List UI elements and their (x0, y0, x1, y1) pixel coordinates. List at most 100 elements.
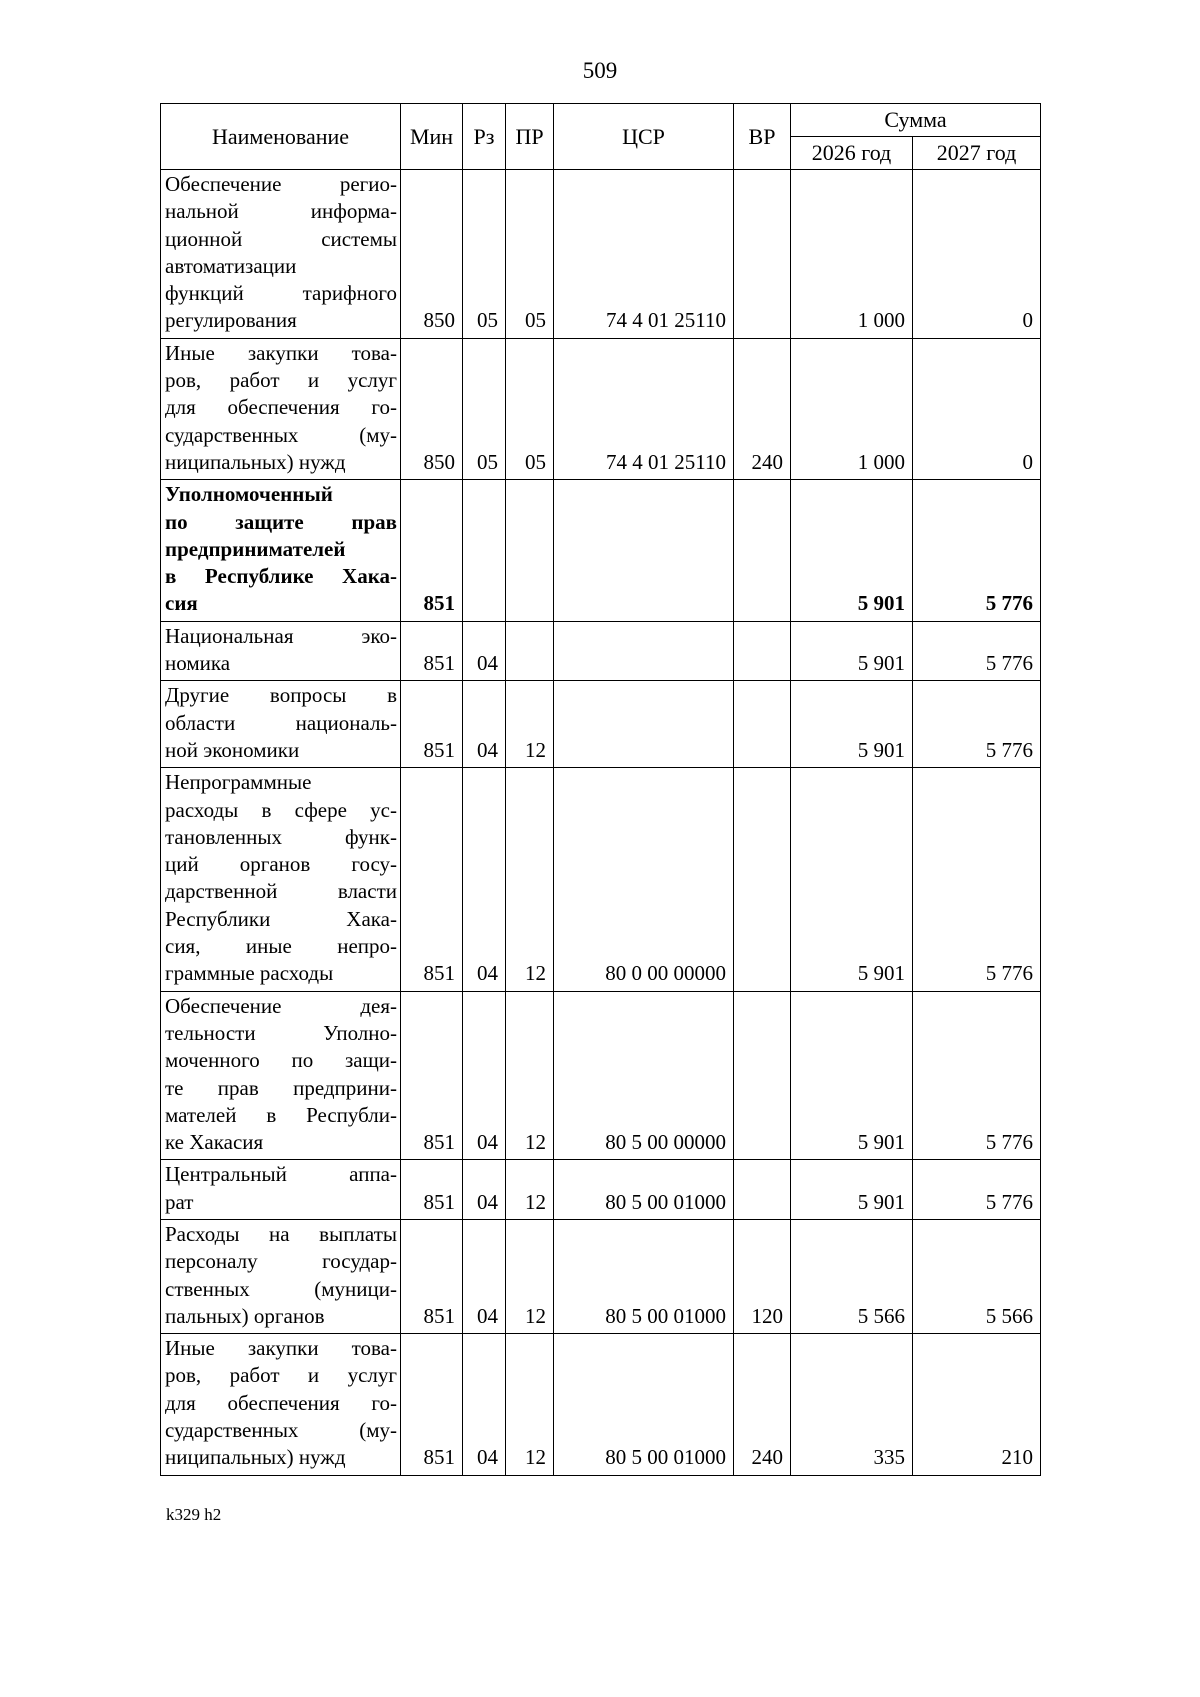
row-rz: 04 (462, 1159, 506, 1220)
header-2027: 2027 год (911, 136, 1042, 170)
row-pr: 12 (505, 1218, 554, 1335)
row-2026: 1 000 (790, 169, 913, 339)
row-min: 851 (400, 767, 463, 992)
row-2027: 5 776 (911, 1159, 1042, 1220)
header-sum: Сумма (789, 103, 1042, 137)
row-rz: 05 (462, 337, 506, 481)
table-row: Обеспечение дея-тельности Уполно-моченно… (160, 990, 1042, 1161)
row-name: Иные закупки това-ров, работ и услуг для … (160, 337, 401, 481)
header-pr: ПР (505, 103, 554, 170)
row-min: 850 (400, 169, 463, 339)
page-number: 509 (582, 58, 618, 83)
row-vr (733, 767, 791, 992)
header-csr: ЦСР (553, 103, 734, 170)
row-2026: 5 901 (790, 479, 913, 622)
row-csr: 80 5 00 01000 (553, 1159, 734, 1220)
row-rz (462, 479, 506, 622)
row-csr (553, 680, 734, 769)
row-pr: 12 (505, 680, 554, 769)
table-header: Наименование Мин Рз ПР ЦСР ВР Сумма 2026… (160, 103, 1042, 170)
row-2027: 5 776 (911, 990, 1042, 1161)
row-csr: 80 0 00 00000 (553, 767, 734, 992)
row-2027: 5 566 (911, 1218, 1042, 1335)
table-row: Другие вопросы в области националь-ной эк… (160, 680, 1042, 769)
row-pr: 05 (505, 169, 554, 339)
row-2026: 5 566 (790, 1218, 913, 1335)
row-name: Обеспечение дея-тельности Уполно-моченно… (160, 990, 401, 1161)
row-min: 851 (400, 1333, 463, 1476)
row-name: Обеспечение регио-нальной информа-ционно… (160, 169, 401, 339)
row-min: 851 (400, 620, 463, 682)
row-rz: 04 (462, 1218, 506, 1335)
row-csr: 80 5 00 01000 (553, 1333, 734, 1476)
table-row: Центральный аппа-рат 851 04 12 80 5 00 0… (160, 1159, 1042, 1220)
row-name: Уполномоченный по защите прав предпринимат… (160, 479, 401, 622)
row-rz: 04 (462, 767, 506, 992)
row-csr (553, 620, 734, 682)
row-2026: 5 901 (790, 620, 913, 682)
row-2027: 0 (911, 169, 1042, 339)
header-min: Мин (400, 103, 463, 170)
row-vr (733, 990, 791, 1161)
row-vr: 240 (733, 1333, 791, 1476)
header-row-1: Наименование Мин Рз ПР ЦСР ВР Сумма (160, 103, 1042, 170)
row-2026: 5 901 (790, 990, 913, 1161)
row-name: Национальная эко-номика (160, 620, 401, 682)
row-pr (505, 620, 554, 682)
row-rz: 05 (462, 169, 506, 339)
footer-code: k329 h2 (166, 1505, 222, 1524)
row-2026: 1 000 (790, 337, 913, 481)
row-pr (505, 479, 554, 622)
row-min: 851 (400, 1218, 463, 1335)
row-pr: 12 (505, 1159, 554, 1220)
row-min: 851 (400, 680, 463, 769)
row-vr (733, 680, 791, 769)
row-vr (733, 1159, 791, 1220)
row-vr: 240 (733, 337, 791, 481)
row-pr: 12 (505, 1333, 554, 1476)
budget-table: Наименование Мин Рз ПР ЦСР ВР Сумма 2026… (160, 103, 1042, 1476)
table-body: Обеспечение регио-нальной информа-ционно… (160, 169, 1042, 1476)
row-2027: 5 776 (911, 767, 1042, 992)
row-min: 851 (400, 479, 463, 622)
row-name: Расходы на выплаты персоналу государ-стве… (160, 1218, 401, 1335)
row-2027: 5 776 (911, 680, 1042, 769)
row-vr: 120 (733, 1218, 791, 1335)
table-row: Уполномоченный по защите прав предпринимат… (160, 479, 1042, 622)
row-rz: 04 (462, 620, 506, 682)
table-row: Обеспечение регио-нальной информа-ционно… (160, 169, 1042, 339)
row-rz: 04 (462, 680, 506, 769)
row-pr: 05 (505, 337, 554, 481)
row-pr: 12 (505, 767, 554, 992)
row-min: 851 (400, 1159, 463, 1220)
row-name: Иные закупки това-ров, работ и услуг для … (160, 1333, 401, 1476)
row-2026: 5 901 (790, 680, 913, 769)
row-min: 850 (400, 337, 463, 481)
header-2026: 2026 год (790, 136, 913, 170)
header-row-2: 2026 год 2027 год (161, 136, 1042, 170)
row-csr: 74 4 01 25110 (553, 337, 734, 481)
table-row: Расходы на выплаты персоналу государ-стве… (160, 1218, 1042, 1335)
row-2027: 5 776 (911, 620, 1042, 682)
row-name: Непрограммные расходы в сфере ус-тановлен… (160, 767, 401, 992)
row-rz: 04 (462, 990, 506, 1161)
table-row: Непрограммные расходы в сфере ус-тановлен… (160, 767, 1042, 992)
table-row: Иные закупки това-ров, работ и услуг для … (160, 1333, 1042, 1476)
row-2026: 5 901 (790, 767, 913, 992)
row-2026: 335 (790, 1333, 913, 1476)
row-vr (733, 620, 791, 682)
header-vr: ВР (733, 103, 791, 170)
row-min: 851 (400, 990, 463, 1161)
row-vr (733, 479, 791, 622)
row-2027: 210 (911, 1333, 1042, 1476)
row-pr: 12 (505, 990, 554, 1161)
table-row: Иные закупки това-ров, работ и услуг для … (160, 337, 1042, 481)
table-row: Национальная эко-номика 851 04 5 901 5 7… (160, 620, 1042, 682)
row-csr: 80 5 00 00000 (553, 990, 734, 1161)
header-name: Наименование (160, 103, 401, 170)
row-csr (553, 479, 734, 622)
row-2027: 0 (911, 337, 1042, 481)
row-name: Центральный аппа-рат (160, 1159, 401, 1220)
row-2026: 5 901 (790, 1159, 913, 1220)
